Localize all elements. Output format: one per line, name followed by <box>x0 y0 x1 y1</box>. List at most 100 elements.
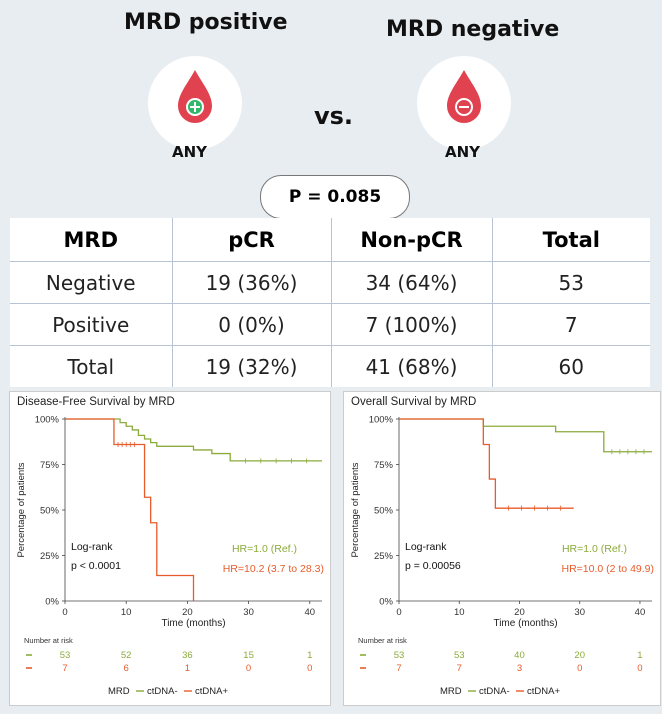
y-tick-label: 100% <box>35 415 60 426</box>
y-tick-label: 100% <box>369 415 394 426</box>
risk-count-negative: 53 <box>60 650 71 661</box>
x-tick-label: 30 <box>574 607 585 618</box>
y-tick-label: 25% <box>40 551 60 562</box>
x-tick-label: 20 <box>514 607 525 618</box>
logrank-p-value: p < 0.0001 <box>71 560 121 572</box>
table-cell: 60 <box>558 354 584 379</box>
column-header: MRD <box>10 218 173 262</box>
legend-positive-label: ctDNA+ <box>195 686 228 697</box>
risk-count-negative: 53 <box>394 650 405 661</box>
hr-reference-label: HR=1.0 (Ref.) <box>562 543 627 555</box>
ctdna-positive-line <box>399 418 574 509</box>
y-tick-label: 50% <box>374 506 394 517</box>
ctdna-positive-line <box>65 418 195 601</box>
risk-table-title: Number at risk <box>358 636 407 645</box>
ctdna-negative-line <box>399 418 652 453</box>
risk-count-positive: 0 <box>637 663 642 674</box>
risk-count-negative: 40 <box>514 650 525 661</box>
logrank-p-value: p = 0.00056 <box>405 560 461 572</box>
x-tick-label: 0 <box>396 607 401 618</box>
x-axis-label: Time (months) <box>161 618 225 629</box>
risk-count-positive: 1 <box>185 663 190 674</box>
risk-count-positive: 3 <box>517 663 522 674</box>
os-chart-panel: Overall Survival by MRD 0% 25% 50% 75% 100% 0 1… <box>343 391 661 706</box>
x-tick-label: 10 <box>121 607 132 618</box>
table-cell: 0 (0%) <box>172 303 332 346</box>
logrank-label: Log-rank <box>405 541 447 553</box>
x-tick-label: 40 <box>304 607 315 618</box>
mrd-negative-title: MRD negative <box>386 17 560 42</box>
risk-count-negative: 52 <box>121 650 132 661</box>
y-tick-label: 25% <box>374 551 394 562</box>
legend-title: MRD <box>440 686 462 697</box>
risk-count-positive: 0 <box>246 663 251 674</box>
table-cell: Total <box>10 345 173 387</box>
p-value-box: P = 0.085 <box>260 175 410 219</box>
table-header-row: MRD pCR Non-pCR Total <box>10 218 650 262</box>
y-axis-label: Percentage of patients <box>16 462 27 557</box>
risk-count-positive: 6 <box>124 663 129 674</box>
table-row: Positive 0 (0%) 7 (100%) 7 <box>10 303 650 346</box>
mrd-positive-badge <box>148 56 242 150</box>
y-axis-label: Percentage of patients <box>350 462 361 557</box>
ctdna-negative-line <box>65 418 322 462</box>
mrd-table: MRD pCR Non-pCR Total Negative 19 (36%) … <box>10 218 650 387</box>
table-row: Total 19 (32%) 41 (68%) 60 <box>10 345 650 387</box>
risk-count-negative: 15 <box>243 650 254 661</box>
p-value: P = 0.085 <box>288 187 382 207</box>
x-tick-label: 0 <box>62 607 67 618</box>
hr-positive-label: HR=10.2 (3.7 to 28.3) <box>223 563 324 575</box>
y-tick-label: 0% <box>45 597 59 608</box>
column-header: Total <box>492 218 650 262</box>
risk-table-title: Number at risk <box>24 636 73 645</box>
risk-count-positive: 0 <box>577 663 582 674</box>
table-cell: 7 <box>492 303 650 346</box>
risk-count-negative: 1 <box>637 650 642 661</box>
mrd-negative-badge <box>417 56 511 150</box>
x-tick-label: 10 <box>454 607 465 618</box>
y-tick-label: 50% <box>40 506 60 517</box>
risk-count-positive: 7 <box>457 663 462 674</box>
x-axis-label: Time (months) <box>493 618 557 629</box>
os-chart: Overall Survival by MRD 0% 25% 50% 75% 100% 0 1… <box>350 396 654 697</box>
y-tick-label: 0% <box>379 597 393 608</box>
hr-reference-label: HR=1.0 (Ref.) <box>232 543 297 555</box>
mrd-positive-sub: ANY <box>172 143 208 161</box>
risk-count-positive: 7 <box>396 663 401 674</box>
risk-count-negative: 20 <box>574 650 585 661</box>
table-cell: Positive <box>10 303 173 346</box>
mrd-positive-title: MRD positive <box>124 10 288 35</box>
logrank-label: Log-rank <box>71 541 113 553</box>
column-header: Non-pCR <box>331 218 493 262</box>
x-tick-label: 30 <box>243 607 254 618</box>
table-cell: 53 <box>492 261 650 304</box>
blood-drop-minus-icon <box>447 70 481 123</box>
legend-positive-label: ctDNA+ <box>527 686 560 697</box>
table-cell: 34 (64%) <box>331 261 493 304</box>
table-cell: 7 (100%) <box>331 303 493 346</box>
y-tick-label: 75% <box>40 460 60 471</box>
risk-count-positive: 7 <box>62 663 67 674</box>
table-row: Negative 19 (36%) 34 (64%) 53 <box>10 261 650 304</box>
legend-negative-label: ctDNA- <box>479 686 510 697</box>
column-header: pCR <box>172 218 332 262</box>
risk-count-positive: 0 <box>307 663 312 674</box>
table-cell: 19 (32%) <box>172 345 332 387</box>
chart-title: Disease-Free Survival by MRD <box>17 396 175 408</box>
dfs-chart-panel: Disease-Free Survival by MRD 0% 25% 50% 75% 1… <box>9 391 331 706</box>
mrd-negative-sub: ANY <box>445 143 481 161</box>
hr-positive-label: HR=10.0 (2 to 49.9) <box>561 563 654 575</box>
blood-drop-plus-icon <box>178 70 212 123</box>
legend-negative-label: ctDNA- <box>147 686 178 697</box>
vs-label: vs. <box>314 102 354 130</box>
x-tick-label: 20 <box>182 607 193 618</box>
table-cell: Negative <box>10 261 173 304</box>
x-tick-label: 40 <box>635 607 646 618</box>
chart-title: Overall Survival by MRD <box>351 396 476 408</box>
table-cell: 41 (68%) <box>331 345 493 387</box>
risk-count-negative: 1 <box>307 650 312 661</box>
risk-count-negative: 36 <box>182 650 193 661</box>
risk-count-negative: 53 <box>454 650 465 661</box>
legend-title: MRD <box>108 686 130 697</box>
dfs-chart: Disease-Free Survival by MRD 0% 25% 50% 75% 1… <box>16 396 324 697</box>
